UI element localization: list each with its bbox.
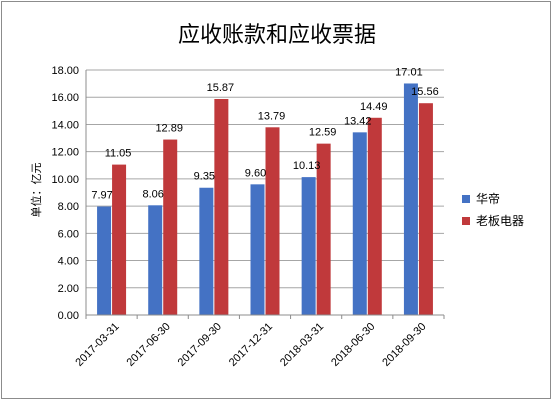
bar-vatti <box>301 177 316 315</box>
bar-robam <box>316 143 331 315</box>
x-tick-label: 2017-12-31 <box>227 321 275 369</box>
data-label: 13.79 <box>258 110 286 122</box>
bar-vatti <box>250 184 265 315</box>
bar-robam <box>265 127 280 315</box>
bar-robam <box>214 98 229 315</box>
grid-lines <box>86 69 444 316</box>
bar-vatti <box>199 187 214 315</box>
data-label: 17.01 <box>395 66 423 78</box>
x-tick-label: 2018-06-30 <box>329 321 377 369</box>
data-label: 11.05 <box>105 148 132 160</box>
y-tick-label: 2.00 <box>58 283 79 295</box>
x-tick-label: 2018-09-30 <box>380 321 428 369</box>
chart-title: 应收账款和应收票据 <box>178 23 376 48</box>
y-tick-label: 8.00 <box>58 201 79 213</box>
y-tick-label: 10.00 <box>51 174 79 186</box>
bar-vatti <box>403 83 418 315</box>
x-tick-label: 2018-03-31 <box>278 321 326 369</box>
data-label: 12.89 <box>155 123 183 135</box>
x-tick-label: 2017-09-30 <box>176 321 224 369</box>
legend-swatch <box>462 195 470 203</box>
y-tick-label: 6.00 <box>58 228 79 240</box>
y-axis-title: 单位：亿元 <box>29 163 43 218</box>
data-label: 9.60 <box>245 167 266 179</box>
data-label: 9.35 <box>194 171 215 183</box>
data-label: 13.42 <box>344 115 372 127</box>
bars <box>97 83 433 316</box>
bar-robam <box>163 139 178 315</box>
x-tick-label: 2017-06-30 <box>125 321 173 369</box>
y-tick-label: 16.00 <box>51 92 79 104</box>
bar-vatti <box>352 132 367 315</box>
legend-swatch <box>462 217 470 225</box>
y-tick-label: 14.00 <box>51 119 79 131</box>
legend-label: 华帝 <box>476 191 500 206</box>
data-label: 10.13 <box>293 160 321 172</box>
bar-vatti <box>148 205 163 315</box>
bar-robam <box>367 117 382 316</box>
data-label: 15.87 <box>207 82 235 94</box>
x-tick-label: 2017-03-31 <box>73 321 121 369</box>
bar-vatti <box>97 206 112 315</box>
bar-robam <box>112 164 127 315</box>
data-label: 12.59 <box>309 127 337 139</box>
data-label: 15.56 <box>411 86 439 98</box>
data-labels: 7.97 11.05 8.06 12.89 9.35 15.87 9.60 13.79 10.1… <box>91 66 438 201</box>
data-label: 7.97 <box>91 190 112 202</box>
y-tick-label: 12.00 <box>51 147 79 159</box>
y-tick-label: 0.00 <box>58 310 79 322</box>
data-label: 14.49 <box>360 101 388 113</box>
y-tick-label: 18.00 <box>51 65 79 77</box>
bar-robam <box>418 103 433 315</box>
data-label: 8.06 <box>143 188 164 200</box>
legend-label: 老板电器 <box>476 214 524 228</box>
y-tick-label: 4.00 <box>58 256 79 268</box>
